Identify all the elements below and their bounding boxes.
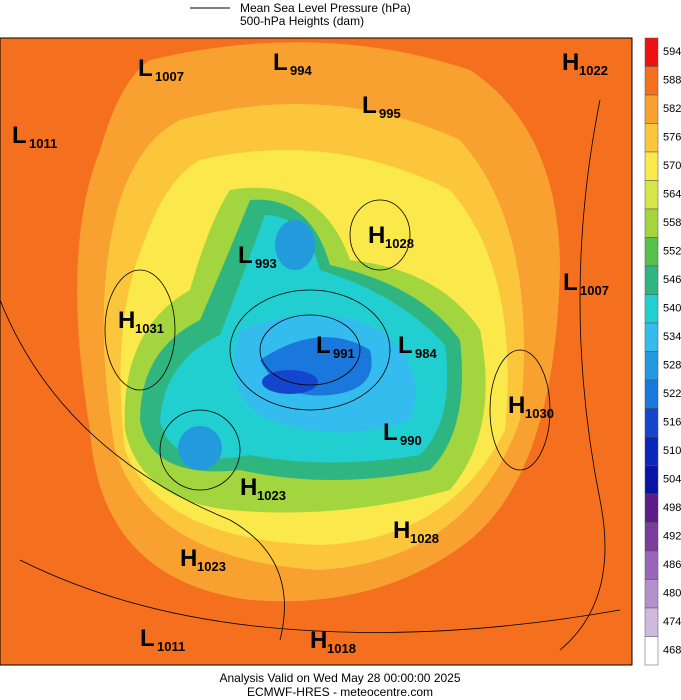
center-value: 1028	[385, 236, 414, 251]
center-value: 1007	[155, 69, 184, 84]
center-value: 1030	[525, 406, 554, 421]
colorbar-label: 498	[663, 502, 681, 514]
center-value: 1023	[257, 488, 286, 503]
center-letter: L	[563, 269, 578, 296]
colorbar-label: 516	[663, 417, 681, 429]
center-letter: L	[238, 242, 253, 269]
center-value: 993	[255, 256, 277, 271]
colorbar-cell	[644, 607, 659, 637]
colorbar-cell	[644, 322, 659, 352]
colorbar-label: 558	[663, 217, 681, 229]
colorbar-label: 588	[663, 75, 681, 87]
colorbar-cell	[644, 94, 659, 124]
colorbar-cell	[644, 151, 659, 181]
footer-valid: Analysis Valid on Wed May 28 00:00:00 20…	[219, 671, 460, 685]
center-letter: H	[393, 517, 410, 544]
colorbar-cell	[644, 237, 659, 267]
center-letter: H	[310, 627, 327, 654]
map-field	[0, 37, 633, 666]
band-528	[275, 220, 315, 270]
center-letter: L	[316, 332, 331, 359]
center-letter: H	[562, 49, 579, 76]
band-528	[178, 426, 222, 470]
center-letter: H	[508, 392, 525, 419]
footer-source: ECMWF-HRES - meteocentre.com	[247, 685, 433, 699]
isobars	[0, 99, 621, 651]
center-value: 1028	[410, 531, 439, 546]
colorbar: 594 588 582 576 570 564 558 552 546 540 534 528 522 5…	[644, 37, 681, 666]
center-letter: H	[118, 307, 135, 334]
colorbar-label: 546	[663, 274, 681, 286]
center-letter: L	[383, 419, 398, 446]
colorbar-label: 534	[663, 331, 681, 343]
center-value: 1023	[197, 559, 226, 574]
colorbar-label: 582	[663, 103, 681, 115]
colorbar-cell	[644, 579, 659, 609]
colorbar-label: 474	[663, 616, 681, 628]
center-value: 984	[415, 346, 437, 361]
colorbar-label: 552	[663, 246, 681, 258]
center-value: 1018	[327, 641, 356, 656]
colorbar-cell	[644, 379, 659, 409]
center-value: 995	[379, 106, 401, 121]
center-letter: H	[180, 545, 197, 572]
center-value: 990	[400, 433, 422, 448]
colorbar-label: 594	[663, 46, 681, 58]
colorbar-label: 522	[663, 388, 681, 400]
colorbar-label: 492	[663, 531, 681, 543]
colorbar-cell	[644, 493, 659, 523]
colorbar-label: 570	[663, 160, 681, 172]
colorbar-cell	[644, 465, 659, 495]
colorbar-cell	[644, 66, 659, 96]
colorbar-label: 564	[663, 189, 681, 201]
center-letter: L	[398, 332, 413, 359]
center-letter: H	[368, 222, 385, 249]
center-value: 1007	[580, 283, 609, 298]
center-value: 1022	[579, 63, 608, 78]
colorbar-cell	[644, 123, 659, 153]
colorbar-cell	[644, 37, 659, 67]
center-value: 991	[333, 346, 355, 361]
colorbar-label: 504	[663, 474, 681, 486]
colorbar-cell	[644, 351, 659, 381]
center-value: 1031	[135, 321, 164, 336]
colorbar-cell	[644, 408, 659, 438]
colorbar-cell	[644, 522, 659, 552]
colorbar-label: 480	[663, 588, 681, 600]
colorbar-cell	[644, 436, 659, 466]
colorbar-label: 528	[663, 360, 681, 372]
center-value: 1011	[157, 639, 185, 654]
legend-pressure: Mean Sea Level Pressure (hPa)	[240, 1, 411, 15]
colorbar-label: 510	[663, 445, 681, 457]
center-letter: H	[240, 474, 257, 501]
center-letter: L	[273, 49, 288, 76]
colorbar-label: 486	[663, 559, 681, 571]
colorbar-cell	[644, 636, 659, 666]
colorbar-label: 468	[663, 645, 681, 657]
colorbar-cell	[644, 180, 659, 210]
colorbar-cell	[644, 265, 659, 295]
center-letter: L	[12, 122, 27, 149]
center-value: 994	[290, 63, 312, 78]
center-value: 1011	[29, 136, 57, 151]
colorbar-label: 540	[663, 303, 681, 315]
center-letter: L	[140, 625, 155, 652]
legend-heights: 500-hPa Heights (dam)	[240, 14, 364, 28]
center-letter: L	[138, 55, 153, 82]
colorbar-cell	[644, 208, 659, 238]
center-letter: L	[362, 92, 377, 119]
colorbar-cell	[644, 294, 659, 324]
colorbar-cell	[644, 550, 659, 580]
colorbar-label: 576	[663, 132, 681, 144]
